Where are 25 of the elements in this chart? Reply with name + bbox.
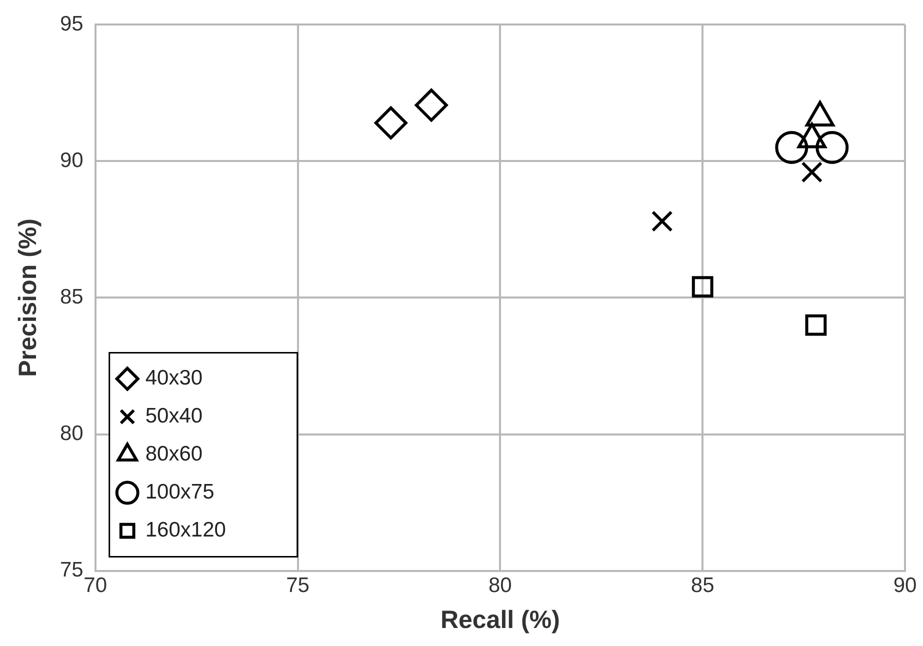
y-tick-label: 80 <box>60 422 84 446</box>
x-tick-label: 90 <box>893 574 917 598</box>
x-tick-label: 75 <box>286 574 310 598</box>
y-axis-title: Precision (%) <box>14 218 42 377</box>
y-tick-label: 90 <box>60 148 84 172</box>
x-tick-label: 70 <box>84 574 108 598</box>
point <box>692 276 714 298</box>
legend-label: 160x120 <box>145 518 226 542</box>
x-tick-label: 80 <box>488 574 512 598</box>
point <box>801 161 823 183</box>
point <box>775 130 808 164</box>
point <box>374 106 408 140</box>
legend-label: 50x40 <box>145 404 203 428</box>
y-tick-label: 95 <box>60 12 84 36</box>
x-tick-label: 85 <box>690 574 714 598</box>
y-tick-label: 85 <box>60 285 84 308</box>
legend-label: 80x60 <box>145 442 203 466</box>
point <box>651 210 673 232</box>
y-tick-label: 75 <box>60 558 84 582</box>
point <box>816 130 849 164</box>
x-axis-title: Recall (%) <box>440 606 560 634</box>
point <box>805 314 827 336</box>
legend-label: 40x30 <box>145 366 203 390</box>
legend-label: 100x75 <box>145 480 214 504</box>
point <box>414 88 448 122</box>
